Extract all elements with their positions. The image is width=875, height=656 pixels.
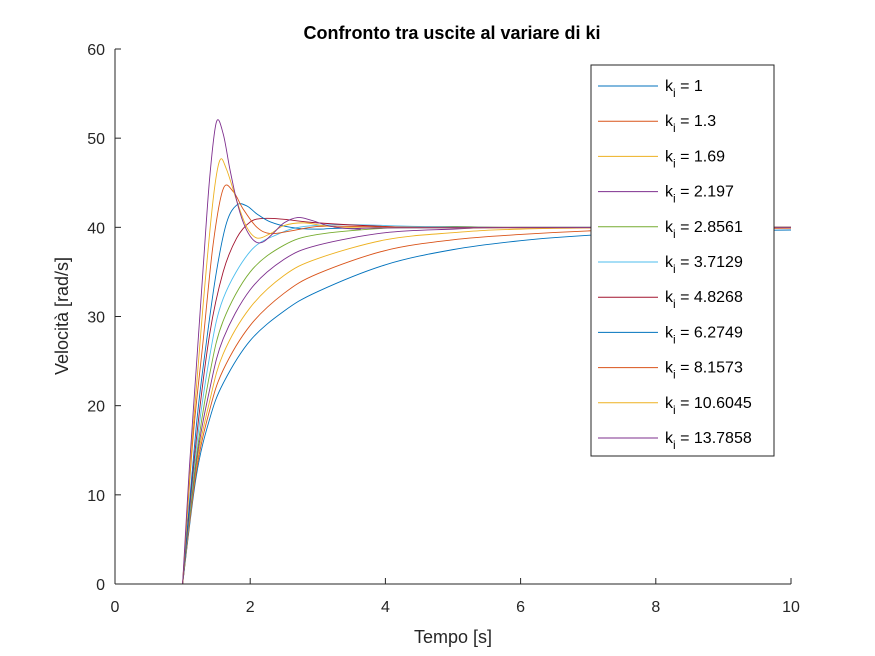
legend-equals: =	[676, 395, 694, 412]
series-line-11	[138, 119, 792, 585]
legend-k: k	[665, 148, 674, 165]
legend-label: ki = 13.7858	[665, 430, 752, 452]
legend-k: k	[665, 324, 674, 341]
legend-subscript: i	[673, 262, 676, 276]
x-ticks: 0 2 4 6 8 10	[111, 578, 800, 616]
y-tick-label: 20	[87, 399, 105, 416]
legend-equals: =	[676, 184, 694, 201]
legend-k: k	[665, 219, 674, 236]
legend-value: 6.2749	[694, 324, 743, 341]
legend-value: 8.1573	[694, 360, 743, 377]
y-tick-label: 10	[87, 488, 105, 505]
legend-k: k	[665, 254, 674, 271]
y-tick-label: 60	[87, 42, 105, 59]
legend-value: 2.8561	[694, 219, 743, 236]
legend-k: k	[665, 289, 674, 306]
legend-equals: =	[676, 113, 694, 130]
legend-value: 4.8268	[694, 289, 743, 306]
legend-label: ki = 2.8561	[665, 219, 743, 241]
legend-subscript: i	[673, 297, 676, 311]
legend-subscript: i	[673, 86, 676, 100]
x-tick-label: 6	[516, 599, 525, 616]
legend-value: 1.3	[694, 113, 716, 130]
x-axis-title: Tempo [s]	[414, 627, 492, 647]
series-line-9	[138, 184, 792, 585]
legend-label: ki = 6.2749	[665, 324, 743, 346]
legend-value: 1.69	[694, 148, 725, 165]
legend-equals: =	[676, 289, 694, 306]
x-tick-label: 0	[111, 599, 120, 616]
legend-equals: =	[676, 148, 694, 165]
y-axis-title: Velocità [rad/s]	[52, 257, 72, 375]
legend-subscript: i	[673, 192, 676, 206]
legend-equals: =	[676, 324, 694, 341]
legend-equals: =	[676, 360, 694, 377]
legend-value: 3.7129	[694, 254, 743, 271]
legend-equals: =	[676, 430, 694, 447]
y-tick-label: 40	[87, 220, 105, 237]
x-tick-label: 10	[782, 599, 800, 616]
legend-k: k	[665, 113, 674, 130]
legend-k: k	[665, 184, 674, 201]
legend-value: 13.7858	[694, 430, 752, 447]
legend-value: 1	[694, 78, 703, 95]
legend-value: 2.197	[694, 184, 734, 201]
legend-label: ki = 4.8268	[665, 289, 743, 311]
legend-value: 10.6045	[694, 395, 752, 412]
legend-label: ki = 3.7129	[665, 254, 743, 276]
y-tick-label: 30	[87, 310, 105, 327]
legend-label: ki = 1.69	[665, 148, 725, 170]
chart-title: Confronto tra uscite al variare di ki	[303, 23, 600, 43]
legend-equals: =	[676, 219, 694, 236]
legend-k: k	[665, 430, 674, 447]
x-tick-label: 8	[651, 599, 660, 616]
legend-subscript: i	[673, 156, 676, 170]
legend-label: ki = 10.6045	[665, 395, 752, 417]
legend-label: ki = 8.1573	[665, 360, 743, 382]
x-tick-label: 2	[246, 599, 255, 616]
legend-k: k	[665, 78, 674, 95]
legend-label: ki = 1.3	[665, 113, 716, 135]
legend-subscript: i	[673, 403, 676, 417]
series-layer	[138, 119, 792, 585]
legend-box	[590, 64, 775, 457]
legend-label: ki = 2.197	[665, 184, 734, 206]
y-tick-label: 50	[87, 131, 105, 148]
legend-subscript: i	[673, 438, 676, 452]
y-tick-label: 0	[96, 577, 105, 594]
legend-subscript: i	[673, 332, 676, 346]
legend-subscript: i	[673, 227, 676, 241]
legend-subscript: i	[673, 121, 676, 135]
legend-k: k	[665, 395, 674, 412]
y-ticks: 0 10 20 30 40 50 60	[87, 42, 121, 594]
x-tick-label: 4	[381, 599, 390, 616]
legend-equals: =	[676, 78, 694, 95]
legend-label: ki = 1	[665, 78, 703, 100]
axes-layer: 0 2 4 6 8 10 0 10 20 30 40 50 60	[87, 42, 800, 616]
legend-subscript: i	[673, 368, 676, 382]
legend-equals: =	[676, 254, 694, 271]
legend-k: k	[665, 360, 674, 377]
